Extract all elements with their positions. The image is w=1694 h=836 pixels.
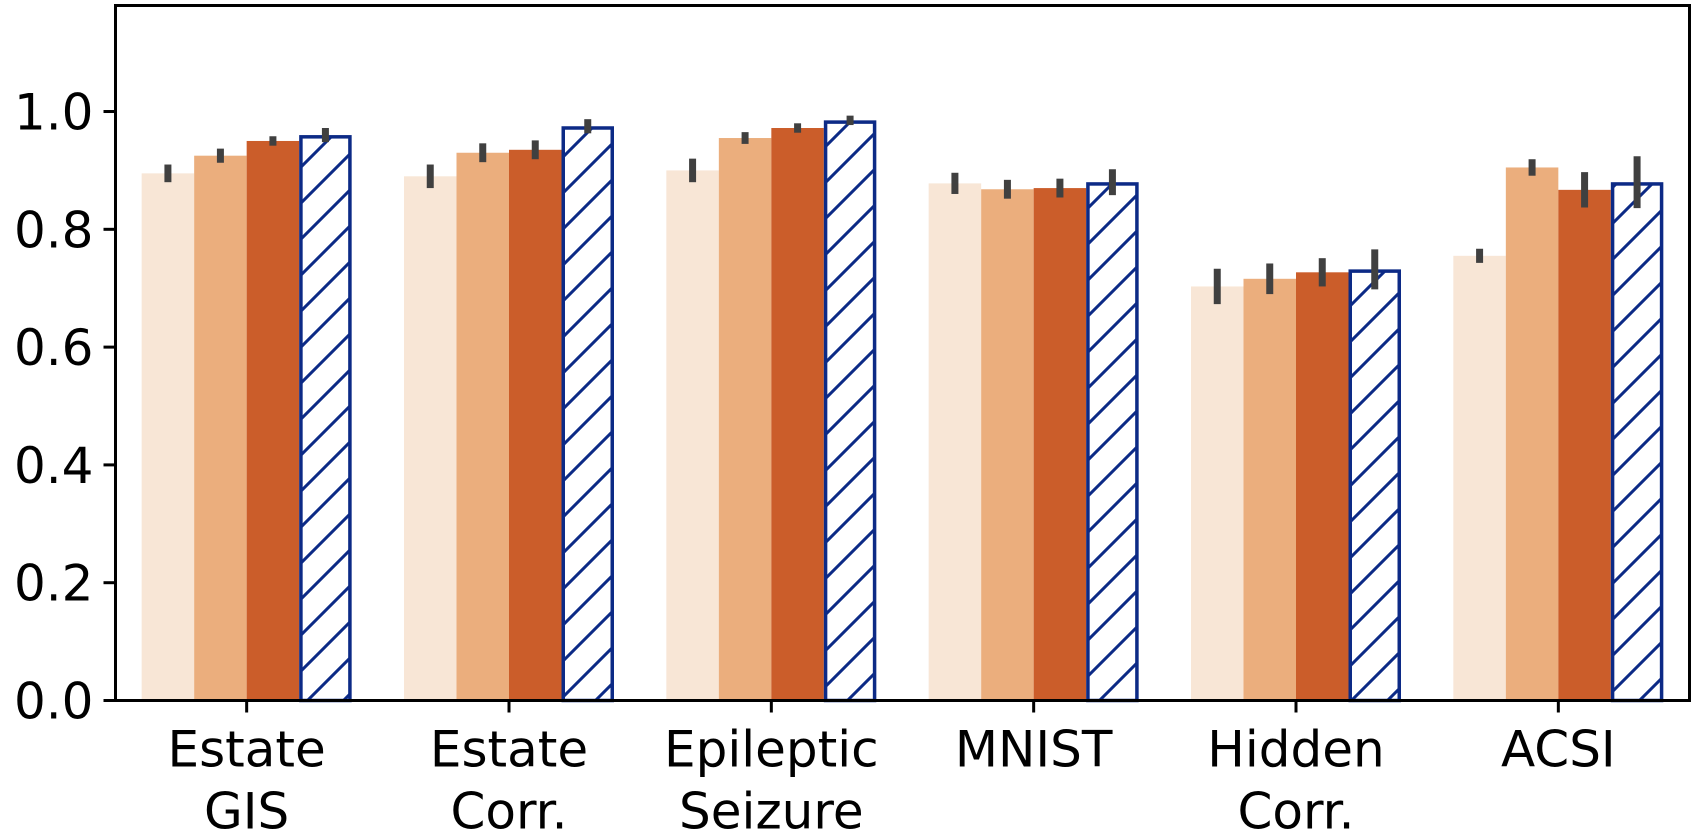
x-tick-label: Epileptic Seizure	[664, 721, 879, 836]
bar-series-2-cat-1	[456, 152, 509, 701]
y-axis: 0.0 0.2 0.4 0.6 0.8 1.0	[14, 84, 116, 731]
x-tick-label: Estate GIS	[168, 721, 326, 836]
bar-series-1-cat-1	[404, 176, 457, 701]
x-tick-label: Hidden Corr.	[1207, 721, 1384, 836]
bar-series-2-cat-4	[1243, 278, 1296, 701]
bar-series-3-cat-4	[1296, 272, 1349, 701]
error-bars-layer	[164, 115, 1641, 305]
bar-series-2-cat-5	[1505, 167, 1559, 701]
bars-layer	[141, 120, 1664, 703]
bar-series-4-cat-1	[561, 126, 614, 703]
y-tick-label: 0.4	[14, 437, 94, 495]
y-tick-label: 1.0	[14, 84, 94, 142]
y-tick-label: 0.8	[14, 201, 94, 259]
bar-series-3-cat-1	[509, 149, 562, 701]
x-axis: Estate GIS Estate Corr. Epileptic Seizure MNIS…	[168, 700, 1616, 836]
bar-series-4-cat-5	[1610, 182, 1664, 703]
bar-series-3-cat-3	[1033, 188, 1087, 701]
bar-series-1-cat-4	[1191, 286, 1244, 701]
bar-series-1-cat-3	[928, 183, 982, 701]
bar-series-3-cat-2	[771, 128, 824, 701]
plot-frame	[114, 4, 1691, 702]
x-tick-label: MNIST	[955, 721, 1113, 779]
bar-series-3-cat-5	[1558, 189, 1611, 701]
bar-series-4-cat-3	[1086, 182, 1139, 703]
bar-series-2-cat-0	[194, 155, 247, 701]
bar-series-2-cat-3	[981, 189, 1034, 701]
y-tick-label: 0.0	[14, 673, 94, 731]
y-tick-label: 0.6	[14, 319, 94, 377]
bar-series-1-cat-5	[1453, 255, 1506, 701]
bar-series-4-cat-4	[1348, 269, 1401, 703]
x-tick-label: Estate Corr.	[430, 721, 588, 836]
y-tick-label: 0.2	[14, 555, 94, 613]
bar-series-4-cat-0	[299, 135, 352, 703]
bar-series-1-cat-0	[141, 173, 195, 701]
bar-series-3-cat-0	[246, 140, 300, 701]
bar-series-4-cat-2	[823, 120, 877, 703]
bar-series-1-cat-2	[666, 170, 719, 701]
x-tick-label: ACSI	[1501, 721, 1616, 779]
bar-series-2-cat-2	[718, 138, 772, 701]
